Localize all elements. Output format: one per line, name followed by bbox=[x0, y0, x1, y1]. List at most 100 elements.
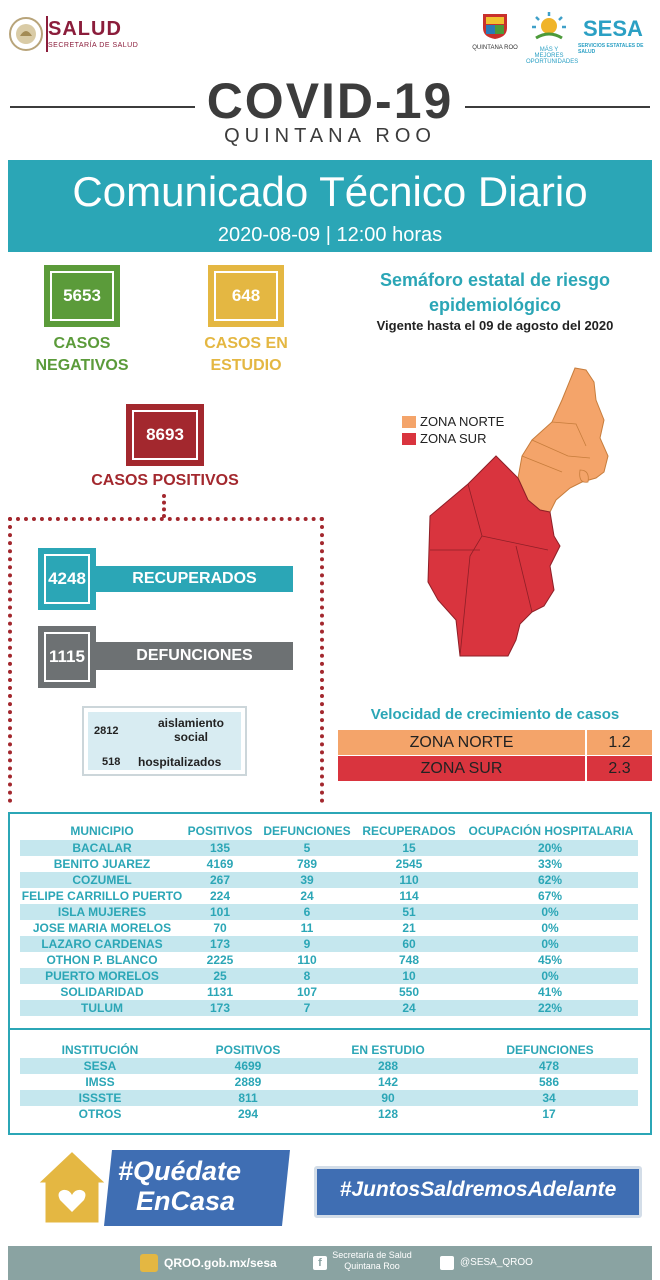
table-cell: 21 bbox=[402, 921, 416, 935]
table-cell: 811 bbox=[238, 1091, 258, 1105]
municipio-borders-norte bbox=[521, 421, 591, 473]
legend-swatch-sur bbox=[402, 433, 416, 445]
table-cell: 25 bbox=[213, 969, 227, 983]
aislamiento-label: aislamiento social bbox=[157, 716, 225, 744]
table-cell: 5 bbox=[303, 841, 311, 855]
negativos-label-1: CASOS bbox=[53, 335, 111, 352]
quintana-roo-logo: QUINTANA ROO bbox=[470, 12, 520, 58]
table-cell: ISLA MUJERES bbox=[57, 905, 147, 919]
table-cell: 0% bbox=[541, 921, 559, 935]
inst-header-institucion: INSTITUCIÓN bbox=[61, 1043, 139, 1057]
positivos-caption: CASOS POSITIVOS bbox=[91, 472, 239, 489]
twitter-icon[interactable] bbox=[440, 1256, 454, 1270]
velocidad-zone-norte: ZONA NORTE bbox=[338, 730, 585, 755]
legend-label-sur: ZONA SUR bbox=[420, 431, 487, 446]
zona-norte-region bbox=[517, 367, 609, 513]
footer-facebook-text[interactable]: Secretaría de Salud Quintana Roo bbox=[332, 1250, 412, 1271]
positivos-box: 8693 bbox=[126, 404, 204, 466]
estudio-label-2: ESTUDIO bbox=[210, 357, 282, 374]
salud-subtitle: SECRETARÍA DE SALUD bbox=[48, 42, 139, 49]
velocidad-value-sur: 2.3 bbox=[587, 756, 652, 781]
velocidad-row-norte: ZONA NORTE 1.2 bbox=[338, 730, 652, 755]
table-cell: 24 bbox=[402, 1001, 416, 1015]
estudio-label-1: CASOS EN bbox=[204, 335, 288, 352]
table-row: SESA 4699 288 478 bbox=[20, 1058, 638, 1074]
table-cell: ISSSTE bbox=[78, 1091, 122, 1105]
zona-sur-region bbox=[427, 455, 561, 657]
velocidad-title: Velocidad de crecimiento de casos bbox=[370, 706, 620, 723]
footer-web-link[interactable]: QROO.gob.mx/sesa bbox=[164, 1256, 277, 1270]
divider bbox=[46, 16, 48, 52]
footer-twitter-handle[interactable]: @SESA_QROO bbox=[460, 1257, 533, 1268]
hospitalizados-value: 518 bbox=[102, 756, 121, 768]
table-cell: 142 bbox=[377, 1075, 399, 1089]
table-cell: 1131 bbox=[206, 985, 234, 999]
table-cell: 173 bbox=[209, 1001, 231, 1015]
banner-title: Comunicado Técnico Diario bbox=[72, 168, 588, 215]
connector-horizontal bbox=[8, 517, 324, 521]
sun-icon bbox=[532, 12, 566, 40]
table-row: IMSS 2889 142 586 bbox=[20, 1074, 638, 1090]
title-banner: Comunicado Técnico Diario 2020-08-09 | 1… bbox=[8, 160, 652, 252]
table-cell: 67% bbox=[537, 889, 563, 903]
table-cell: 294 bbox=[237, 1107, 259, 1121]
table-cell: IMSS bbox=[85, 1075, 115, 1089]
mun-header-ocupacion: OCUPACIÓN HOSPITALARIA bbox=[468, 824, 634, 838]
table-cell: 114 bbox=[399, 889, 419, 903]
recuperados-label: RECUPERADOS bbox=[132, 570, 257, 587]
table-cell: TULUM bbox=[81, 1001, 123, 1015]
inst-header-positivos: POSITIVOS bbox=[215, 1043, 281, 1057]
table-cell: 70 bbox=[213, 921, 227, 935]
table-row: BACALAR 135 5 15 20% bbox=[20, 840, 638, 856]
table-cell: SESA bbox=[83, 1059, 117, 1073]
table-cell: 17 bbox=[542, 1107, 556, 1121]
connector-top bbox=[162, 494, 166, 518]
table-cell: 15 bbox=[402, 841, 416, 855]
table-cell: 9 bbox=[303, 937, 311, 951]
table-row: PUERTO MORELOS 25 8 10 0% bbox=[20, 968, 638, 984]
connector-left bbox=[8, 517, 12, 803]
semaforo-vigente: Vigente hasta el 09 de agosto del 2020 bbox=[376, 318, 614, 333]
table-row: OTHON P. BLANCO 2225 110 748 45% bbox=[20, 952, 638, 968]
table-cell: 0% bbox=[541, 905, 559, 919]
mexico-seal-icon bbox=[9, 17, 43, 51]
sesa-title: SESA bbox=[583, 16, 643, 41]
oportunidades-logo: MÁS Y MEJORES OPORTUNIDADES bbox=[526, 12, 578, 65]
inst-header-estudio: EN ESTUDIO bbox=[351, 1043, 425, 1057]
table-cell: 267 bbox=[209, 873, 231, 887]
table-row: OTROS 294 128 17 bbox=[20, 1106, 638, 1122]
table-cell: COZUMEL bbox=[72, 873, 132, 887]
salud-logo bbox=[8, 14, 138, 58]
table-cell: 22% bbox=[537, 1001, 563, 1015]
table-cell: 789 bbox=[296, 857, 318, 871]
municipio-borders bbox=[430, 483, 549, 657]
table-cell: SOLIDARIDAD bbox=[60, 985, 144, 999]
table-row: FELIPE CARRILLO PUERTO 224 24 114 67% bbox=[20, 888, 638, 904]
estudio-box: 648 bbox=[208, 265, 284, 327]
defunciones-label: DEFUNCIONES bbox=[136, 647, 253, 664]
defunciones-value: 1115 bbox=[44, 632, 90, 682]
table-row: COZUMEL 267 39 110 62% bbox=[20, 872, 638, 888]
footer: QROO.gob.mx/sesa f Secretaría de Salud Q… bbox=[8, 1246, 652, 1280]
cozumel-island bbox=[579, 469, 589, 483]
table-cell: JOSE MARIA MORELOS bbox=[32, 921, 172, 935]
table-cell: 6 bbox=[303, 905, 311, 919]
table-cell: BENITO JUAREZ bbox=[53, 857, 151, 871]
juntos-banner bbox=[314, 1166, 642, 1218]
table-cell: 110 bbox=[297, 953, 317, 967]
table-cell: 550 bbox=[398, 985, 420, 999]
facebook-icon[interactable]: f bbox=[313, 1256, 327, 1270]
table-cell: 39 bbox=[300, 873, 314, 887]
table-cell: 101 bbox=[209, 905, 231, 919]
table-row: LAZARO CARDENAS 173 9 60 0% bbox=[20, 936, 638, 952]
table-cell: 90 bbox=[381, 1091, 395, 1105]
table-cell: 173 bbox=[209, 937, 231, 951]
table-cell: 107 bbox=[296, 985, 318, 999]
table-cell: 33% bbox=[537, 857, 563, 871]
table-cell: 51 bbox=[402, 905, 416, 919]
negativos-box: 5653 bbox=[44, 265, 120, 327]
table-cell: 110 bbox=[399, 873, 419, 887]
recuperados-box: 4248 bbox=[38, 548, 96, 610]
table-cell: 7 bbox=[303, 1001, 311, 1015]
juntos-text: #JuntosSaldremosAdelante bbox=[339, 1178, 617, 1201]
